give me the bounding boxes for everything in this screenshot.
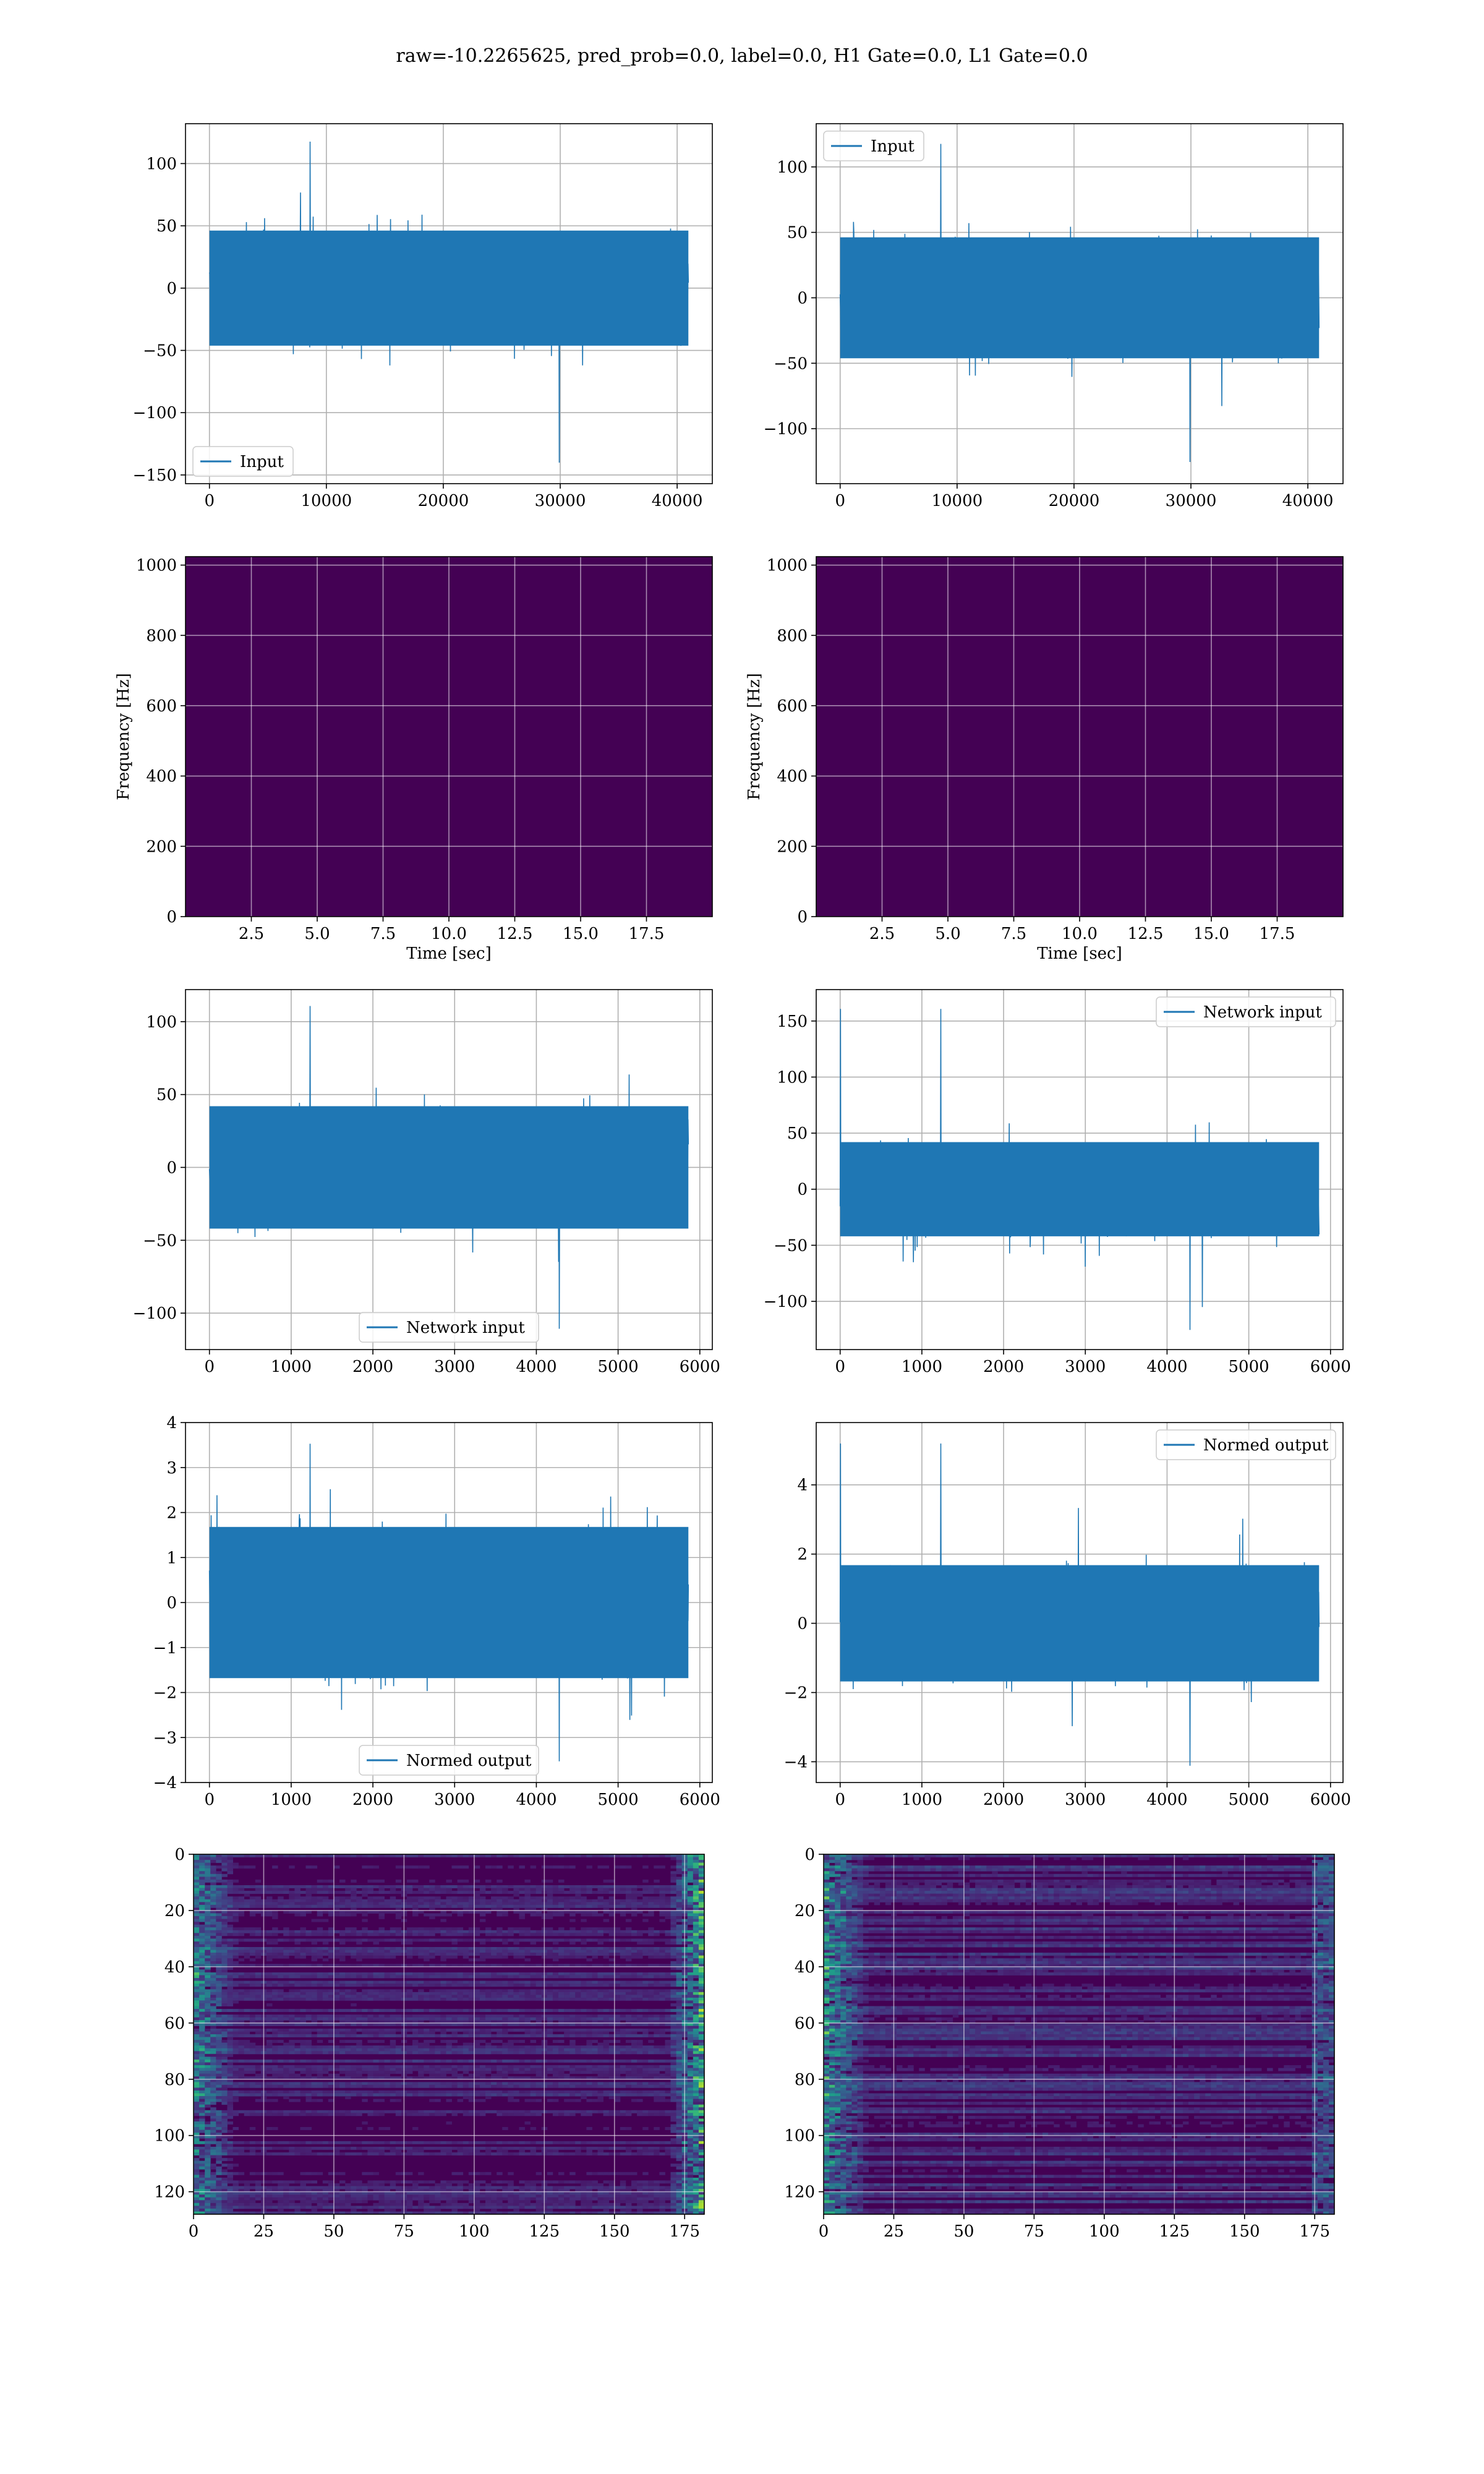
y-tick-label: 100 (777, 158, 808, 177)
x-tick-label: 2.5 (239, 925, 264, 943)
y-tick-label: 0 (797, 289, 808, 307)
y-tick-label: −100 (764, 420, 808, 439)
axes-frame (185, 123, 713, 484)
tick-group: 2.5 5.0 7.5 10.0 12.5 15.0 17.5 0 200 400 600 800 10… (136, 557, 665, 943)
y-axis-label: Frequency [Hz] (114, 673, 133, 800)
y-tick-label: 200 (146, 837, 177, 856)
tick-group: 0 10000 20000 30000 40000 −150 −100 −50 0 50 100 (133, 155, 703, 510)
y-tick-label: 1000 (136, 557, 177, 575)
x-tick-label: 20000 (418, 492, 469, 510)
x-tick-label: 17.5 (629, 925, 665, 943)
legend-box (192, 446, 294, 477)
legend: Input (823, 131, 924, 161)
panel-2: 0 10000 20000 30000 40000 −100 −50 0 50 100 Input (764, 123, 1344, 510)
y-tick-label: 50 (787, 224, 808, 242)
x-tick-label: 5.0 (304, 925, 330, 943)
y-tick-label: 0 (166, 280, 177, 298)
axes-frame (816, 123, 1344, 484)
series-core-band (840, 237, 1320, 359)
panel-1: 0 10000 20000 30000 40000 −150 −100 −50 0 50 100 In… (133, 123, 713, 510)
x-tick-label: 7.5 (370, 925, 396, 943)
y-tick-label: −100 (133, 404, 177, 422)
legend-label: Input (871, 137, 915, 156)
x-axis-label: Time [sec] (406, 944, 492, 963)
x-tick-label: 15.0 (563, 925, 599, 943)
legend: Input (192, 446, 294, 477)
figure-suptitle: raw=-10.2265625, pred_prob=0.0, label=0.… (396, 45, 1088, 67)
series-core-band (209, 230, 689, 346)
panel-4: 2.5 5.0 7.5 10.0 12.5 15.0 17.5020040060080010… (745, 556, 1344, 963)
x-tick-label: 40000 (652, 492, 703, 510)
y-tick-label: 800 (146, 627, 177, 645)
x-tick-label: 10.0 (431, 925, 467, 943)
x-tick-label: 0 (204, 492, 215, 510)
y-tick-label: −50 (774, 354, 808, 373)
y-tick-label: 50 (156, 217, 177, 236)
x-tick-label: 12.5 (497, 925, 533, 943)
y-tick-label: −150 (133, 466, 177, 485)
x-tick-label: 30000 (535, 492, 586, 510)
tick-group: 0 10000 20000 30000 40000 −100 −50 0 50 100 (764, 158, 1334, 510)
grid-lines (186, 557, 712, 917)
y-tick-label: −50 (143, 342, 177, 361)
x-tick-label: 30000 (1166, 492, 1217, 510)
legend-label: Input (240, 453, 284, 471)
y-tick-label: 0 (166, 908, 177, 927)
y-tick-label: 100 (146, 155, 177, 173)
x-tick-label: 20000 (1049, 492, 1100, 510)
x-tick-label: 10000 (301, 492, 352, 510)
y-tick-label: 600 (146, 697, 177, 716)
x-tick-label: 10000 (931, 492, 983, 510)
panel-3: 2.5 5.0 7.5 10.0 12.5 15.0 17.5 0 200 400 600 800 10… (114, 556, 713, 963)
x-tick-label: 40000 (1282, 492, 1334, 510)
x-tick-label: 0 (835, 492, 845, 510)
y-tick-label: 400 (146, 768, 177, 786)
legend-box (823, 131, 924, 161)
